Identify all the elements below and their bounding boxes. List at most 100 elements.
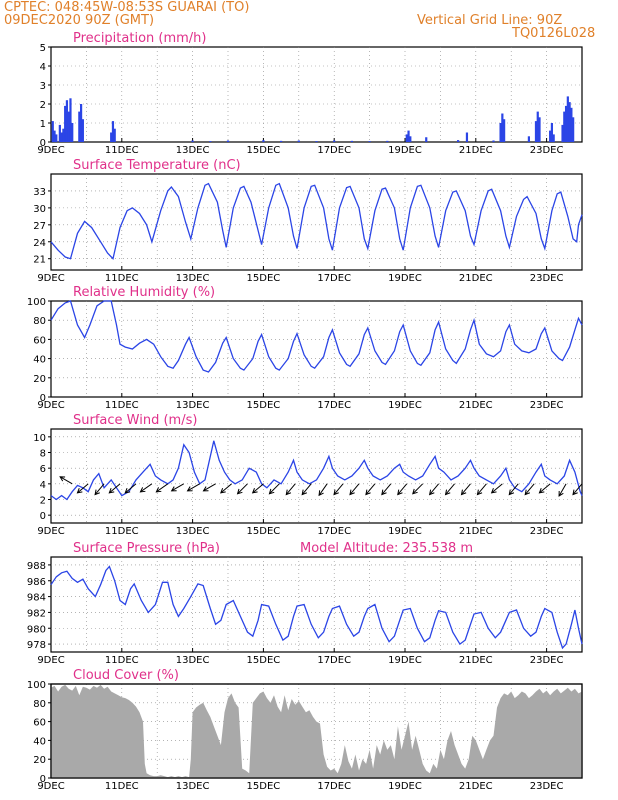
precip-bar xyxy=(552,134,555,142)
panel-title: Precipitation (mm/h) xyxy=(73,31,206,46)
header-model-code: TQ0126L028 xyxy=(512,26,596,41)
precip-bar xyxy=(407,130,410,142)
y-tick-label: 100 xyxy=(27,680,46,691)
y-tick-label: 978 xyxy=(27,640,46,651)
wind-arrow xyxy=(187,483,200,492)
wind-arrow-head xyxy=(94,489,100,496)
wind-arrow xyxy=(77,483,89,494)
x-tick-label: 13DEC xyxy=(176,273,210,284)
precip-bar xyxy=(465,132,469,142)
x-tick-label: 9DEC xyxy=(37,400,64,411)
x-tick-label: 9DEC xyxy=(37,655,64,666)
wind-arrow-head xyxy=(268,488,275,495)
y-tick-label: 1 xyxy=(40,119,46,130)
precip-bar xyxy=(81,119,84,142)
panel-annotation: Model Altitude: 235.538 m xyxy=(300,541,473,556)
y-tick-label: 20 xyxy=(33,755,46,766)
wind-arrow-head xyxy=(381,489,387,496)
precip-bar xyxy=(60,132,63,142)
y-tick-label: 2 xyxy=(40,100,46,111)
precip-bar xyxy=(550,123,554,142)
panel-frame xyxy=(50,556,583,653)
precip-bar xyxy=(111,121,115,142)
precip-bar xyxy=(564,105,568,142)
wind-arrow-head xyxy=(333,489,339,496)
y-tick-label: 0 xyxy=(40,511,46,522)
wind-arrow-head xyxy=(397,489,403,496)
x-tick-label: 15DEC xyxy=(247,526,281,537)
wind-arrow-head xyxy=(76,487,83,494)
wind-arrow xyxy=(508,483,519,495)
precip-bar xyxy=(79,104,83,142)
precip-bar xyxy=(492,140,495,142)
wind-arrow xyxy=(237,483,248,495)
x-tick-label: 11DEC xyxy=(105,145,139,156)
y-tick-label: 100 xyxy=(27,297,46,308)
wind-arrow xyxy=(301,483,312,495)
precip-bar xyxy=(315,141,318,142)
y-tick-label: 2 xyxy=(40,496,46,507)
x-tick-label: 11DEC xyxy=(105,655,139,666)
precip-bar xyxy=(563,111,566,142)
wind-arrow xyxy=(491,483,503,494)
y-tick-label: 980 xyxy=(27,624,46,635)
y-tick-label: 20 xyxy=(33,374,46,385)
precip-bar xyxy=(503,119,506,142)
precip-bar xyxy=(113,128,116,142)
precip-bar xyxy=(572,117,575,142)
x-tick-label: 13DEC xyxy=(176,400,210,411)
panel-title: Relative Humidity (%) xyxy=(73,285,215,300)
y-tick-label: 4 xyxy=(40,62,46,73)
precip-bar xyxy=(58,124,61,142)
x-tick-label: 17DEC xyxy=(317,526,351,537)
precip-bar xyxy=(549,130,552,142)
y-tick-label: 60 xyxy=(33,718,46,729)
precip-bar xyxy=(405,134,408,142)
x-tick-label: 19DEC xyxy=(388,526,422,537)
wind-arrow-head xyxy=(186,486,193,492)
panel-title: Surface Temperature (nC) xyxy=(73,158,241,173)
precip-bar xyxy=(566,96,569,142)
x-tick-label: 21DEC xyxy=(459,781,493,792)
precip-bar xyxy=(55,134,58,142)
wind-arrow-head xyxy=(365,489,371,496)
y-tick-label: 4 xyxy=(40,480,46,491)
precip-bar xyxy=(226,140,230,142)
wind-arrow xyxy=(461,483,471,495)
x-tick-label: 17DEC xyxy=(317,400,351,411)
x-tick-label: 9DEC xyxy=(37,273,64,284)
wind-arrow-head xyxy=(301,489,308,496)
wind-arrow-head xyxy=(124,487,131,494)
wind-arrow-head xyxy=(155,487,162,493)
wind-arrow xyxy=(445,483,455,495)
x-tick-label: 13DEC xyxy=(176,526,210,537)
y-tick-label: 0 xyxy=(40,138,46,149)
precip-bar xyxy=(501,113,504,142)
x-tick-label: 21DEC xyxy=(459,655,493,666)
wind-arrow xyxy=(285,483,296,495)
wind-arrow xyxy=(220,483,232,494)
wind-arrow-head xyxy=(108,487,115,494)
y-tick-label: 3 xyxy=(40,81,46,92)
x-tick-label: 19DEC xyxy=(388,400,422,411)
wind-arrow-head xyxy=(251,487,258,494)
wind-arrow xyxy=(365,483,376,495)
x-tick-label: 19DEC xyxy=(388,655,422,666)
x-tick-label: 17DEC xyxy=(317,781,351,792)
series-line xyxy=(50,565,583,650)
panel-frame xyxy=(50,428,583,524)
precip-bar xyxy=(499,123,502,142)
wind-arrow xyxy=(397,483,408,495)
y-tick-label: 80 xyxy=(33,316,46,327)
y-tick-label: 988 xyxy=(27,561,46,572)
panel-title: Cloud Cover (%) xyxy=(73,668,179,683)
x-tick-label: 11DEC xyxy=(105,781,139,792)
precip-bar xyxy=(209,141,212,142)
precip-bar xyxy=(297,140,300,142)
y-tick-label: 982 xyxy=(27,608,46,619)
x-tick-label: 23DEC xyxy=(530,400,564,411)
y-tick-label: 986 xyxy=(27,577,46,588)
wind-arrow xyxy=(524,483,535,495)
precip-bar xyxy=(538,117,541,142)
x-tick-label: 19DEC xyxy=(388,273,422,284)
